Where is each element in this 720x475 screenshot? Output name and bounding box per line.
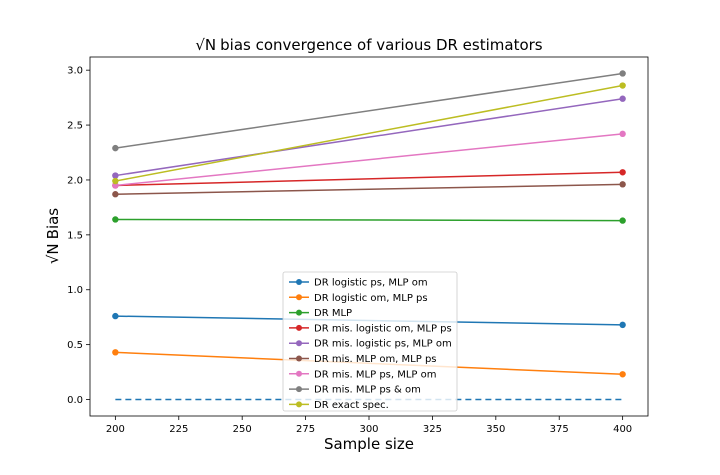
series-point	[112, 349, 119, 356]
legend-marker	[296, 355, 302, 362]
x-tick-label: 375	[550, 424, 569, 435]
y-axis-label-sqrt: √N	[44, 243, 62, 264]
x-tick-label: 300	[359, 424, 378, 435]
legend-label: DR logistic om, MLP ps	[314, 293, 428, 304]
series-6	[112, 181, 626, 198]
series-line	[115, 183, 623, 195]
x-tick-label: 400	[613, 424, 632, 435]
series-point	[112, 177, 119, 185]
legend-item: DR logistic ps, MLP om	[289, 278, 428, 289]
series-line	[115, 97, 623, 177]
legend-marker	[296, 279, 302, 285]
legend-marker	[296, 340, 302, 347]
x-tick-label: 250	[233, 424, 252, 435]
legend-marker	[296, 370, 302, 377]
legend-label: DR mis. logistic om, MLP ps	[314, 323, 452, 334]
series-point	[619, 70, 626, 77]
legend-marker	[296, 386, 302, 393]
series-line	[115, 84, 623, 182]
x-tick-label: 350	[486, 424, 505, 435]
legend-item: DR mis. logistic ps, MLP om	[289, 339, 452, 350]
legend-label: DR mis. MLP om, MLP ps	[314, 354, 437, 365]
legend-label: DR MLP	[314, 308, 352, 319]
legend-item: DR mis. MLP ps & om	[289, 385, 421, 396]
legend-label: DR mis. MLP ps & om	[314, 385, 421, 396]
series-5	[112, 95, 626, 179]
y-tick-label: 0.5	[67, 340, 83, 351]
legend-item: DR exact spec.	[289, 400, 389, 411]
chart-title-rest: bias convergence of various DR estimator…	[220, 36, 543, 54]
series-line	[115, 171, 623, 187]
chart-title: √N bias convergence of various DR estimat…	[195, 36, 542, 54]
series-point	[619, 371, 626, 378]
y-tick-label: 2.0	[67, 175, 83, 186]
legend-item: DR logistic om, MLP ps	[289, 293, 428, 304]
legend-item: DR mis. MLP om, MLP ps	[289, 354, 437, 365]
series-point	[619, 217, 626, 224]
series-point	[619, 321, 626, 329]
x-tick-label: 200	[106, 424, 125, 435]
legend-marker	[296, 294, 302, 301]
legend-marker	[296, 324, 302, 331]
series-line	[115, 218, 623, 222]
series-point	[619, 95, 626, 102]
series-9	[112, 82, 626, 185]
legend-item: DR MLP	[289, 308, 352, 319]
y-tick-label: 1.0	[67, 285, 83, 296]
y-tick-label: 0.0	[67, 395, 83, 406]
y-tick-label: 2.5	[67, 121, 83, 132]
chart-title-sqrt: √N	[195, 36, 216, 54]
y-tick-label: 1.5	[67, 230, 83, 241]
series-point	[112, 216, 119, 223]
series-point	[619, 169, 626, 176]
series-line	[115, 133, 623, 187]
series-3	[112, 216, 626, 224]
x-axis-label: Sample size	[324, 435, 414, 453]
series-7	[112, 130, 626, 189]
legend: DR logistic ps, MLP om DR logistic om, ML…	[282, 271, 458, 412]
series-point	[619, 82, 626, 89]
series-point	[619, 130, 626, 138]
series-point	[619, 181, 626, 188]
legend-label: DR mis. MLP ps, MLP om	[314, 369, 437, 380]
legend-label: DR logistic ps, MLP om	[314, 278, 428, 289]
legend-label: DR mis. logistic ps, MLP om	[314, 339, 452, 350]
x-tick-label: 275	[296, 424, 315, 435]
series-line	[115, 72, 623, 149]
y-axis-label: √N Bias	[44, 208, 62, 264]
y-tick-label: 3.0	[67, 66, 83, 77]
x-tick-label: 325	[423, 424, 442, 435]
legend-item: DR mis. MLP ps, MLP om	[289, 369, 437, 380]
series-point	[112, 182, 119, 189]
series-point	[112, 191, 119, 198]
series-point	[112, 172, 119, 179]
series-point	[112, 312, 119, 320]
legend-box	[282, 271, 458, 412]
series-point	[112, 144, 119, 152]
legend-marker	[296, 309, 302, 316]
x-tick-label: 225	[169, 424, 188, 435]
y-axis-label-rest: Bias	[44, 208, 62, 240]
legend-marker	[296, 401, 302, 408]
legend-item: DR mis. logistic om, MLP ps	[289, 323, 452, 334]
series-8	[112, 70, 626, 152]
legend-label: DR exact spec.	[314, 400, 389, 411]
